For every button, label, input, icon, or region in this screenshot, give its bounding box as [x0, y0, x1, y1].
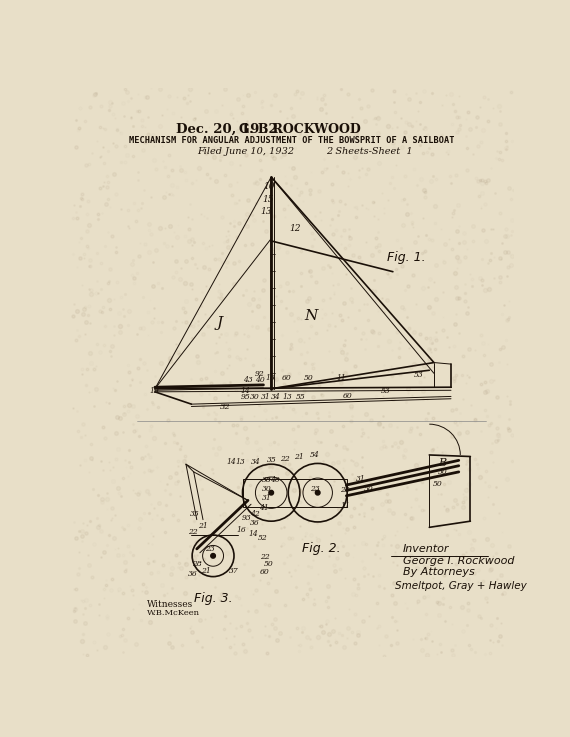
Text: 31: 31	[261, 394, 271, 401]
Text: 60: 60	[282, 374, 292, 382]
Text: J: J	[217, 316, 223, 330]
Text: 38: 38	[262, 475, 272, 483]
Text: 14: 14	[226, 458, 236, 466]
Text: 95: 95	[241, 394, 251, 401]
Circle shape	[211, 553, 215, 558]
Text: 60: 60	[343, 391, 352, 399]
Text: 36: 36	[250, 520, 260, 528]
Text: 20: 20	[340, 486, 350, 495]
Text: 21: 21	[295, 453, 304, 461]
Text: Witnesses: Witnesses	[147, 600, 193, 609]
Text: 37: 37	[229, 567, 238, 576]
Text: 53: 53	[414, 371, 424, 379]
Text: 40: 40	[270, 475, 279, 483]
Text: 35: 35	[267, 456, 276, 464]
Text: 23: 23	[205, 545, 214, 553]
Text: 92: 92	[255, 370, 264, 378]
Text: 34: 34	[251, 458, 261, 466]
Text: 21: 21	[201, 567, 211, 576]
Text: 14: 14	[249, 530, 258, 538]
Text: MECHANISM FOR ANGULAR ADJUSTMENT OF THE BOWSPRIT OF A SAILBOAT: MECHANISM FOR ANGULAR ADJUSTMENT OF THE …	[129, 136, 455, 145]
Text: G. I. ROCKWOOD: G. I. ROCKWOOD	[239, 123, 361, 136]
Text: Fig. 2.: Fig. 2.	[302, 542, 341, 556]
Text: 50: 50	[433, 481, 442, 488]
Text: 31: 31	[356, 475, 365, 483]
Text: 10: 10	[263, 182, 275, 191]
Text: 60: 60	[259, 568, 270, 576]
Text: 50: 50	[364, 485, 374, 493]
Text: 35: 35	[190, 510, 199, 518]
Text: 15: 15	[262, 195, 274, 204]
Text: 40: 40	[255, 377, 264, 384]
Text: By Attorneys: By Attorneys	[403, 567, 475, 577]
Text: 50: 50	[438, 468, 447, 476]
Text: 13: 13	[260, 207, 272, 216]
Text: N: N	[305, 309, 318, 323]
Text: Inventor: Inventor	[403, 544, 450, 554]
Text: 13: 13	[283, 394, 292, 401]
Text: George I. Rockwood: George I. Rockwood	[403, 556, 515, 566]
Text: 93: 93	[242, 514, 251, 522]
Text: 22: 22	[188, 528, 198, 536]
Text: 28: 28	[192, 560, 202, 568]
Text: 14: 14	[240, 387, 250, 395]
Text: 54: 54	[310, 451, 320, 459]
Text: 2 Sheets-Sheet  1: 2 Sheets-Sheet 1	[326, 147, 413, 156]
Text: 19: 19	[149, 387, 159, 395]
Text: 55: 55	[296, 394, 306, 401]
Text: 52: 52	[258, 534, 268, 542]
Text: 23: 23	[310, 485, 320, 493]
Text: 22: 22	[260, 553, 270, 561]
Text: Fig. 1.: Fig. 1.	[386, 251, 425, 265]
Text: 36: 36	[188, 570, 197, 579]
Text: 30: 30	[250, 394, 259, 401]
Text: 32: 32	[220, 403, 231, 411]
Text: 50: 50	[263, 560, 273, 568]
Text: 41: 41	[259, 504, 268, 512]
Text: 53: 53	[381, 387, 391, 395]
Text: 16: 16	[265, 374, 275, 382]
Text: 11: 11	[340, 502, 350, 510]
Text: W.B.McKeen: W.B.McKeen	[147, 609, 200, 617]
Text: 22: 22	[280, 455, 290, 463]
Text: 21: 21	[198, 522, 207, 530]
Text: Smeltpot, Gray + Hawley: Smeltpot, Gray + Hawley	[395, 581, 527, 591]
Text: 34: 34	[271, 394, 281, 401]
Bar	[242, 479, 347, 506]
Text: Fig. 3.: Fig. 3.	[194, 592, 233, 604]
Text: 11: 11	[336, 374, 346, 382]
Text: 13: 13	[235, 458, 245, 466]
Text: 43: 43	[243, 377, 253, 384]
Text: 16: 16	[237, 525, 246, 534]
Circle shape	[269, 490, 274, 495]
Text: Dec. 20, 1932.: Dec. 20, 1932.	[176, 123, 282, 136]
Text: Filed June 10, 1932: Filed June 10, 1932	[197, 147, 294, 156]
Text: 30: 30	[262, 485, 272, 493]
Circle shape	[315, 490, 320, 495]
Text: 31: 31	[262, 494, 272, 502]
Text: 50: 50	[304, 374, 314, 382]
Text: 42: 42	[250, 510, 260, 518]
Text: 12: 12	[290, 224, 302, 233]
Text: B: B	[438, 458, 446, 468]
